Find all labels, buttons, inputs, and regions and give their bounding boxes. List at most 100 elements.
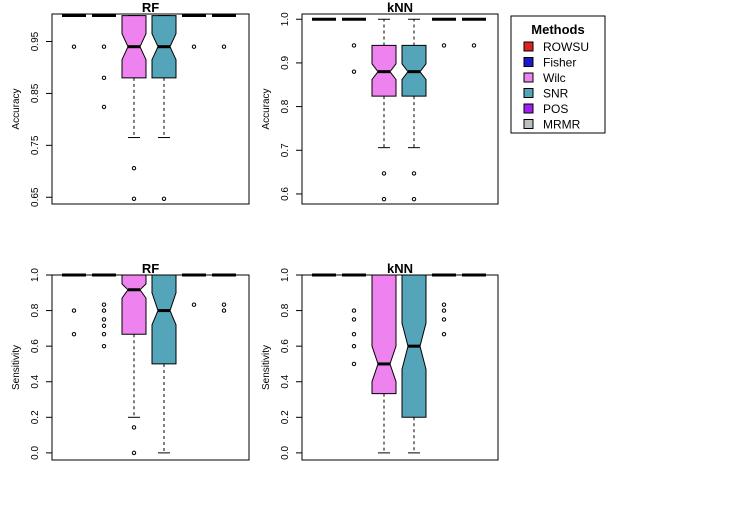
y-tick-label: 0.2 xyxy=(30,410,41,424)
outlier-point xyxy=(351,317,357,322)
panel-title: kNN xyxy=(387,0,413,15)
legend-item-pos: POS xyxy=(523,102,568,116)
outlier-point xyxy=(351,43,357,48)
legend-label: MRMR xyxy=(543,118,581,132)
box-fisher xyxy=(92,14,116,110)
panel-2: kNN Accuracy 0.6 0.7 0.8 0.9 1.0 xyxy=(261,0,499,205)
panel-3: RF Sensitivity 0.0 0.2 0.4 0.6 0.8 1.0 xyxy=(11,261,250,461)
outlier-point xyxy=(221,44,227,49)
legend-swatch xyxy=(523,57,534,67)
box-snr xyxy=(151,274,177,454)
outlier-point xyxy=(471,43,477,48)
box-fisher xyxy=(342,17,366,74)
outlier-point xyxy=(101,332,107,337)
y-tick-label: 0.95 xyxy=(30,31,41,51)
y-tick-label: 0.6 xyxy=(30,339,41,353)
legend-item-rowsu: ROWSU xyxy=(523,40,589,54)
y-tick-label: 0.8 xyxy=(280,99,291,113)
box-body xyxy=(121,274,147,335)
outlier-point xyxy=(71,44,77,49)
box-wilc xyxy=(371,274,397,454)
box-wilc xyxy=(121,15,147,202)
box-mrmr xyxy=(462,17,486,48)
outlier-point xyxy=(351,343,357,349)
legend-swatch xyxy=(523,88,534,98)
outlier-point xyxy=(441,43,447,48)
box-wilc xyxy=(371,18,397,202)
box-fisher xyxy=(342,273,366,367)
box-wilc xyxy=(121,274,147,456)
panel-title: RF xyxy=(142,0,159,15)
outlier-point xyxy=(131,165,137,171)
y-axis-label: Sensitivity xyxy=(11,345,22,390)
outlier-point xyxy=(411,196,417,202)
box-mrmr xyxy=(212,14,236,49)
legend-swatch xyxy=(523,72,534,83)
legend-item-snr: SNR xyxy=(523,87,569,101)
y-tick-label: 1.0 xyxy=(280,268,291,282)
legend-label: ROWSU xyxy=(543,40,589,54)
outlier-point xyxy=(441,317,447,322)
y-axis-label: Sensitivity xyxy=(261,345,272,390)
y-tick-label: 0.2 xyxy=(280,410,291,424)
y-tick-label: 0.7 xyxy=(280,143,291,157)
box-pos xyxy=(182,273,206,307)
box-body xyxy=(371,274,397,395)
outlier-point xyxy=(351,332,357,337)
box-snr xyxy=(401,274,427,454)
outlier-point xyxy=(131,425,137,430)
legend-item-fisher: Fisher xyxy=(523,56,576,70)
y-tick-label: 0.65 xyxy=(30,187,41,207)
box-mrmr xyxy=(212,273,236,313)
y-tick-label: 0.4 xyxy=(280,374,291,388)
box-snr xyxy=(151,15,177,202)
outlier-point xyxy=(101,323,107,329)
box-snr xyxy=(401,18,427,202)
y-axis-label: Accuracy xyxy=(11,88,22,129)
legend-swatch xyxy=(523,119,534,129)
legend-label: POS xyxy=(543,102,568,116)
plot-frame xyxy=(51,13,250,205)
outlier-point xyxy=(221,308,227,313)
panels: RF Accuracy 0.65 0.75 0.85 0.95 kNN Accuracy 0.6… xyxy=(11,0,499,461)
outlier-point xyxy=(101,44,107,49)
y-tick-label: 0.6 xyxy=(280,187,291,201)
outlier-point xyxy=(71,332,77,337)
panel-4: kNN Sensitivity 0.0 0.2 0.4 0.6 0.8 1.0 xyxy=(261,261,499,461)
outlier-point xyxy=(441,302,447,307)
legend-label: SNR xyxy=(543,87,569,101)
box-body xyxy=(151,274,177,365)
outlier-point xyxy=(101,343,107,349)
y-tick-label: 0.8 xyxy=(30,303,41,317)
outlier-point xyxy=(101,302,107,307)
box-rowsu xyxy=(62,273,86,337)
panel-title: kNN xyxy=(387,261,413,276)
box-rowsu xyxy=(62,14,86,49)
outlier-point xyxy=(131,196,137,202)
outlier-point xyxy=(101,308,107,313)
legend-swatch xyxy=(523,103,534,114)
outlier-point xyxy=(381,171,387,176)
outlier-point xyxy=(131,450,137,456)
box-pos xyxy=(432,17,456,48)
legend-title: Methods xyxy=(531,22,584,37)
y-tick-label: 0.8 xyxy=(280,303,291,317)
panel-1: RF Accuracy 0.65 0.75 0.85 0.95 xyxy=(11,0,250,207)
outlier-point xyxy=(441,308,447,313)
y-tick-label: 0.4 xyxy=(30,374,41,388)
legend-item-wilc: Wilc xyxy=(523,71,566,85)
outlier-point xyxy=(71,308,77,313)
outlier-point xyxy=(351,361,357,367)
legend-swatch xyxy=(523,41,534,52)
outlier-point xyxy=(161,196,167,202)
y-tick-label: 0.0 xyxy=(30,445,41,459)
outlier-point xyxy=(101,75,107,81)
outlier-point xyxy=(351,308,357,313)
outlier-point xyxy=(191,44,197,49)
outlier-point xyxy=(411,171,417,176)
box-pos xyxy=(432,273,456,337)
outlier-point xyxy=(351,69,357,74)
